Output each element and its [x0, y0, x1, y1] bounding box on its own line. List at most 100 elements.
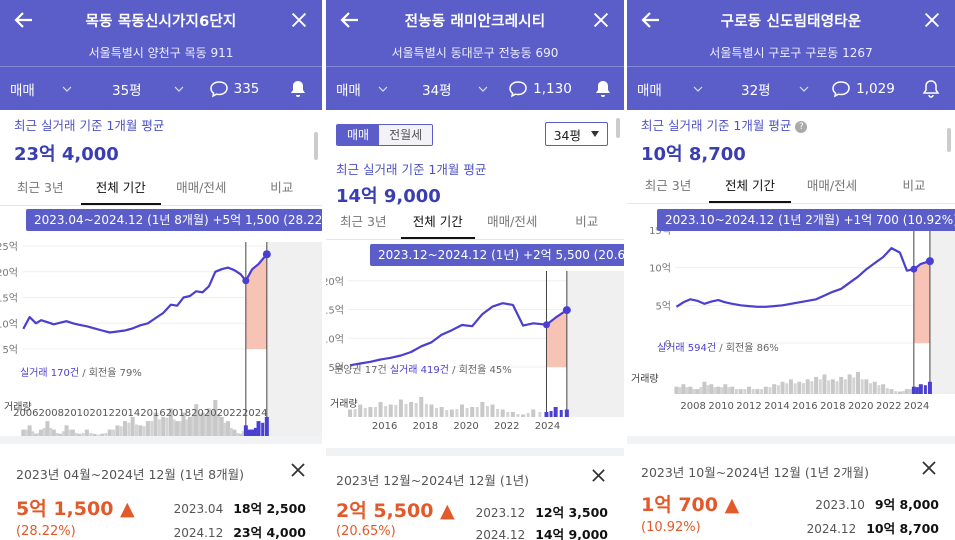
volume-bar — [142, 426, 146, 438]
close-icon[interactable] — [288, 9, 310, 31]
tab-sale-jeonse[interactable]: 매매/전세 — [487, 214, 538, 229]
notification-button[interactable] — [907, 67, 955, 110]
back-arrow-icon[interactable] — [338, 8, 362, 32]
scrollbar[interactable] — [947, 128, 951, 152]
caret-down-icon — [591, 131, 599, 137]
comments-button[interactable]: 1,029 — [819, 67, 907, 110]
from-date: 2023.10 — [815, 498, 865, 512]
volume-bar — [24, 429, 28, 438]
volume-bar — [702, 381, 707, 394]
comment-count: 1,029 — [856, 80, 895, 97]
tab-compare[interactable]: 비교 — [575, 214, 599, 229]
tab-sale-jeonse[interactable]: 매매/전세 — [176, 180, 227, 195]
price-chart[interactable]: 0 5억 10억 15억 실거래 594건 / 회전율 86% 거래량 2008 2010 20… — [627, 206, 955, 440]
volume-bar — [830, 379, 835, 394]
back-arrow-icon[interactable] — [12, 8, 36, 32]
tab-sale-jeonse[interactable]: 매매/전세 — [806, 178, 858, 193]
volume-bar — [709, 384, 714, 394]
volume-bar — [243, 425, 248, 438]
volume-bar — [496, 409, 500, 417]
y-tick-label: 15억 — [0, 293, 18, 305]
volume-bar — [802, 383, 806, 394]
volume-bar — [153, 412, 158, 438]
close-icon[interactable] — [921, 9, 943, 31]
volume-bar — [424, 404, 428, 417]
bell-icon — [596, 80, 610, 97]
trade-type-dropdown[interactable]: 매매 — [627, 67, 713, 110]
size-select-value: 34평 — [553, 127, 581, 143]
volume-bar — [706, 385, 710, 394]
to-price: 23억 4,000 — [233, 525, 306, 540]
range-start-point — [910, 265, 918, 273]
volume-bar — [564, 409, 569, 417]
size-dropdown[interactable]: 35평 — [82, 67, 194, 110]
volume-bar — [780, 381, 785, 394]
volume-bar — [168, 408, 173, 438]
volume-bar — [70, 429, 75, 438]
chevron-down-icon — [62, 86, 72, 92]
comments-button[interactable]: 1,130 — [498, 67, 582, 110]
volume-bar — [743, 389, 747, 394]
range-tooltip: 2023.12~2024.12 (1년) +2억 5,500 (20.65%) — [370, 244, 624, 266]
toggle-rent[interactable]: 전월세 — [379, 125, 433, 145]
tab-all-period[interactable]: 전체 기간 — [80, 170, 161, 205]
trade-type-dropdown[interactable]: 매매 — [0, 67, 82, 110]
price-change-percent: (28.22%) — [16, 524, 76, 539]
volume-bar — [793, 383, 797, 394]
volume-bar — [414, 403, 418, 417]
volume-bar — [751, 389, 755, 394]
size-dropdown[interactable]: 34평 — [398, 67, 498, 110]
tab-recent-3y[interactable]: 최근 3년 — [644, 178, 692, 193]
close-icon[interactable] — [590, 9, 612, 31]
price-chart[interactable]: 5억 10억 15억 20억분양권 17건 실거래 419건 / 회전율 45% 거래량… — [326, 241, 624, 441]
tab-all-period[interactable]: 전체 기간 — [709, 168, 791, 203]
help-icon[interactable]: ? — [795, 120, 808, 133]
close-icon[interactable] — [591, 468, 606, 483]
comments-button[interactable]: 335 — [194, 67, 274, 110]
close-icon[interactable] — [921, 460, 937, 476]
volume-bar — [210, 410, 214, 438]
volume-bar — [915, 387, 919, 394]
scrollbar[interactable] — [616, 118, 620, 138]
x-tick-label: 2016 — [140, 408, 165, 419]
from-date: 2023.12 — [475, 506, 526, 520]
price-chart[interactable]: 5억10억15억20억25억실거래 170건 / 회전율 79%거래량20062… — [0, 206, 322, 438]
tab-recent-3y[interactable]: 최근 3년 — [17, 180, 64, 195]
volume-bar — [115, 425, 120, 438]
size-select[interactable]: 34평 — [544, 122, 608, 146]
volume-bar — [897, 391, 902, 394]
x-tick-label: 2020 — [848, 401, 873, 412]
scrollbar[interactable] — [314, 132, 318, 160]
toggle-sale[interactable]: 매매 — [337, 125, 380, 145]
trade-type-dropdown[interactable]: 매매 — [326, 67, 398, 110]
average-price-section: 최근 실거래 기준 1개월 평균 14억 9,000 — [326, 154, 624, 207]
volume-bar — [92, 433, 97, 438]
range-period: 2023년 10월~2024년 12월 (1년 2개월) — [641, 465, 869, 480]
volume-bar — [247, 429, 251, 438]
notification-button[interactable] — [274, 67, 322, 110]
volume-bar — [549, 411, 553, 417]
volume-bar — [373, 407, 377, 417]
x-tick-label: 2012 — [89, 408, 114, 419]
volume-bar — [181, 412, 186, 438]
range-period: 2023년 12월~2024년 12월 (1년) — [336, 473, 530, 488]
tab-compare[interactable]: 비교 — [902, 178, 926, 193]
x-tick-label: 2006 — [13, 408, 38, 419]
from-price: 9억 8,000 — [874, 497, 939, 512]
volume-bar — [229, 427, 233, 438]
back-arrow-icon[interactable] — [639, 8, 663, 32]
tab-compare[interactable]: 비교 — [270, 180, 294, 195]
volume-bar — [544, 412, 549, 417]
notification-button[interactable] — [582, 67, 624, 110]
volume-bar — [419, 397, 424, 417]
size-dropdown[interactable]: 32평 — [713, 67, 819, 110]
tab-recent-3y[interactable]: 최근 3년 — [340, 214, 387, 229]
volume-bar — [822, 374, 827, 394]
volume-bar — [123, 421, 128, 438]
close-icon[interactable] — [290, 462, 306, 478]
volume-bar — [84, 429, 89, 438]
range-end-point — [562, 306, 571, 315]
tab-all-period[interactable]: 전체 기간 — [400, 204, 475, 239]
panel-header: 구로동 신도림태영타운 서울특별시 구로구 구로동 1267 매매 32평 1,… — [627, 0, 955, 110]
volume-bar — [112, 429, 116, 438]
